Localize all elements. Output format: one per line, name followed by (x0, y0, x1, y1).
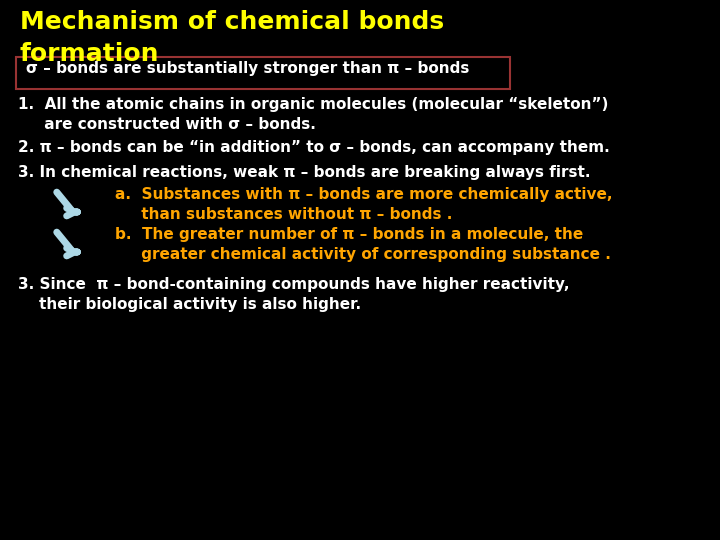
FancyBboxPatch shape (16, 57, 510, 89)
Text: their biological activity is also higher.: their biological activity is also higher… (18, 297, 361, 312)
Text: Mechanism of chemical bonds: Mechanism of chemical bonds (20, 10, 444, 34)
Text: b.  The greater number of π – bonds in a molecule, the: b. The greater number of π – bonds in a … (115, 227, 583, 242)
Text: 1.  All the atomic chains in organic molecules (molecular “skeleton”): 1. All the atomic chains in organic mole… (18, 97, 608, 112)
Text: 2. π – bonds can be “in addition” to σ – bonds, can accompany them.: 2. π – bonds can be “in addition” to σ –… (18, 140, 610, 155)
Text: than substances without π – bonds .: than substances without π – bonds . (115, 207, 452, 222)
Text: 3. In chemical reactions, weak π – bonds are breaking always first.: 3. In chemical reactions, weak π – bonds… (18, 165, 590, 180)
Text: formation: formation (20, 42, 160, 66)
Text: are constructed with σ – bonds.: are constructed with σ – bonds. (18, 117, 316, 132)
Text: 3. Since  π – bond-containing compounds have higher reactivity,: 3. Since π – bond-containing compounds h… (18, 277, 570, 292)
Text: greater chemical activity of corresponding substance .: greater chemical activity of correspondi… (115, 247, 611, 262)
Text: σ – bonds are substantially stronger than π – bonds: σ – bonds are substantially stronger tha… (26, 61, 469, 76)
Text: a.  Substances with π – bonds are more chemically active,: a. Substances with π – bonds are more ch… (115, 187, 613, 202)
